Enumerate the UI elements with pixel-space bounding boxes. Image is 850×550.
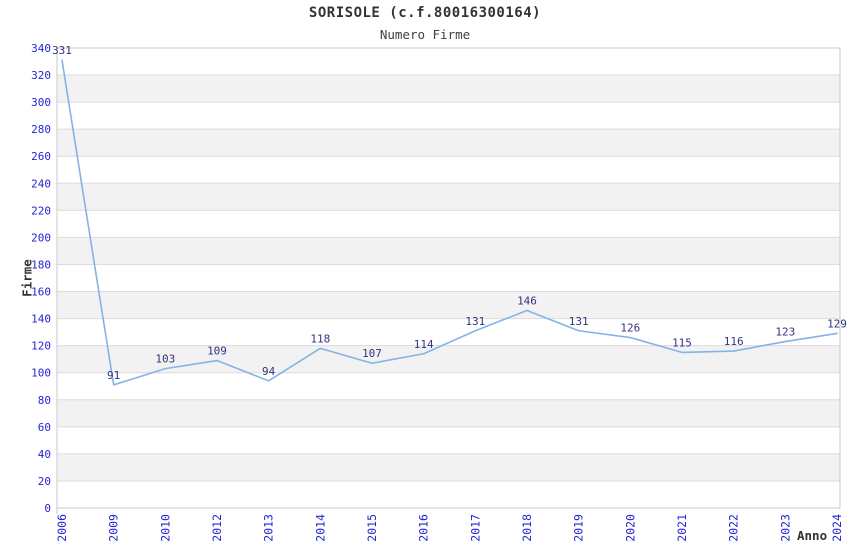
- x-tick-label: 2009: [107, 514, 121, 542]
- x-tick-label: 2012: [210, 514, 224, 542]
- y-tick-label: 220: [31, 204, 51, 217]
- x-tick-label: 2019: [572, 514, 586, 542]
- data-label: 114: [414, 338, 434, 351]
- data-label: 131: [569, 315, 589, 328]
- data-label: 115: [672, 336, 692, 349]
- y-tick-label: 20: [38, 475, 51, 488]
- x-tick-label: 2024: [830, 514, 844, 542]
- x-axis-title: Anno: [797, 528, 828, 543]
- x-tick-label: 2013: [262, 514, 276, 542]
- plot-band: [57, 102, 840, 130]
- x-tick-label: 2015: [365, 514, 379, 542]
- plot-band: [57, 210, 840, 238]
- plot-band: [57, 237, 840, 265]
- data-label: 116: [724, 335, 744, 348]
- plot-band: [57, 372, 840, 400]
- plot-band: [57, 75, 840, 103]
- data-label: 126: [620, 322, 640, 335]
- x-tick-label: 2018: [520, 514, 534, 542]
- y-tick-label: 280: [31, 123, 51, 136]
- x-tick-label: 2020: [623, 514, 637, 542]
- plot-band: [57, 480, 840, 508]
- plot-band: [57, 48, 840, 76]
- x-tick-label: 2016: [417, 514, 431, 542]
- plot-band: [57, 345, 840, 373]
- plot-band: [57, 291, 840, 319]
- data-label: 91: [107, 369, 120, 382]
- x-tick-label: 2021: [675, 514, 689, 542]
- y-tick-label: 60: [38, 421, 51, 434]
- plot-band: [57, 453, 840, 481]
- plot-border: [56, 47, 841, 509]
- data-line: [61, 59, 838, 386]
- y-tick-label: 200: [31, 231, 51, 244]
- y-tick-label: 160: [31, 286, 51, 299]
- x-tick-label: 2006: [55, 514, 69, 542]
- y-axis-title: Firme: [19, 259, 35, 297]
- y-tick-label: 40: [38, 448, 51, 461]
- plot-band: [57, 399, 840, 427]
- y-tick-label: 80: [38, 394, 51, 407]
- plot-band: [57, 264, 840, 292]
- data-label: 129: [827, 317, 847, 330]
- x-tick-label: 2017: [468, 514, 482, 542]
- data-label: 146: [517, 294, 537, 307]
- x-tick-label: 2022: [727, 514, 741, 542]
- data-label: 103: [155, 353, 175, 366]
- plot-band: [57, 318, 840, 346]
- y-tick-label: 0: [44, 502, 51, 515]
- x-tick-label: 2014: [313, 514, 327, 542]
- y-tick-label: 140: [31, 313, 51, 326]
- plot-band: [57, 129, 840, 157]
- data-label: 94: [262, 365, 276, 378]
- y-tick-label: 120: [31, 340, 51, 353]
- y-tick-label: 180: [31, 258, 51, 271]
- y-tick-label: 240: [31, 177, 51, 190]
- data-label: 331: [52, 44, 72, 57]
- y-tick-label: 300: [31, 96, 51, 109]
- y-tick-label: 260: [31, 150, 51, 163]
- data-label: 107: [362, 347, 382, 360]
- data-label: 123: [775, 326, 795, 339]
- x-tick-label: 2010: [158, 514, 172, 542]
- y-tick-label: 340: [31, 42, 51, 55]
- y-tick-label: 320: [31, 69, 51, 82]
- data-label: 118: [310, 332, 330, 345]
- x-tick-label: 2023: [778, 514, 792, 542]
- y-tick-label: 100: [31, 367, 51, 380]
- data-label: 109: [207, 345, 227, 358]
- data-label: 131: [465, 315, 485, 328]
- plot-band: [57, 183, 840, 211]
- chart-title: SORISOLE (c.f.80016300164): [308, 5, 542, 21]
- chart-subtitle: Numero Firme: [379, 27, 471, 42]
- plot-band: [57, 156, 840, 184]
- plot-band: [57, 426, 840, 454]
